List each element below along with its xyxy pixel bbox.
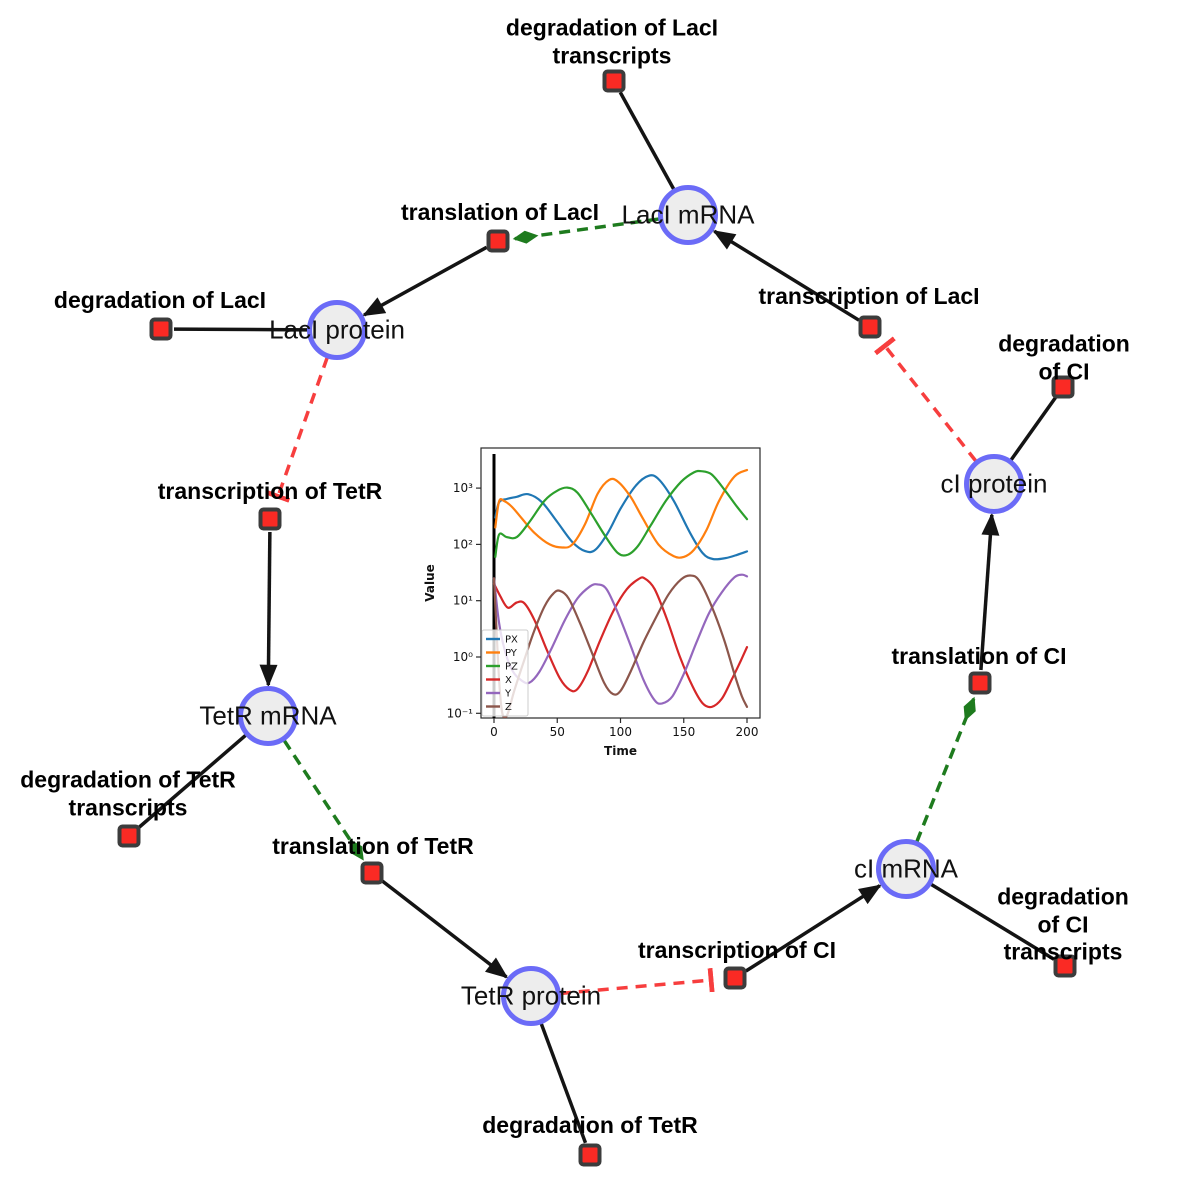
reaction-node-translation-of-laci[interactable] xyxy=(486,229,510,253)
reaction-node-translation-of-tetr[interactable] xyxy=(360,861,384,885)
x-tick-label: 0 xyxy=(490,725,498,739)
species-node-laci-mrna[interactable] xyxy=(658,185,718,245)
legend-label-pz: PZ xyxy=(505,662,518,673)
edge-modifier-sp_tetR_mRNA-rx_tl_tetR xyxy=(282,739,365,861)
edge-consumption-sp_lacI_prot-rx_deg_lacI xyxy=(173,327,309,332)
legend-label-px: PX xyxy=(505,635,518,646)
y-tick-label: 10⁻¹ xyxy=(447,706,474,720)
edge-production-rx_tl_lacI-sp_lacI_prot xyxy=(362,245,488,317)
y-axis-label: Value xyxy=(423,564,437,602)
edge-consumption-sp_tetR_mRNA-rx_deg_tetR_tx xyxy=(137,733,248,829)
edge-production-rx_tl_tetR-sp_tetR_prot xyxy=(381,879,509,979)
series-line-py xyxy=(494,468,749,559)
edge-production-rx_tc_lacI-sp_lacI_mRNA xyxy=(712,229,860,322)
reaction-node-degradation-of-tetr-transcripts[interactable] xyxy=(117,824,141,848)
time-series-chart-svg: 0 50 100 150 200 10⁻¹ 10⁰ 10¹ 10² 10³ Time Value PX P… xyxy=(423,447,761,758)
reaction-node-transcription-of-ci[interactable] xyxy=(723,966,747,990)
species-node-ci-protein[interactable] xyxy=(964,454,1024,514)
reaction-node-degradation-of-laci-transcripts[interactable] xyxy=(602,69,626,93)
legend-label-y: Y xyxy=(504,689,512,700)
reaction-node-degradation-of-laci[interactable] xyxy=(149,317,173,341)
edge-modifier-sp_lacI_mRNA-rx_tl_lacI xyxy=(512,217,660,244)
edge-modifier-sp_cI_mRNA-rx_tl_cI xyxy=(915,696,976,843)
edge-inhibition-sp_tetR_prot-rx_tc_cI xyxy=(559,967,715,996)
reaction-node-transcription-of-laci[interactable] xyxy=(858,315,882,339)
species-node-tetr-mrna[interactable] xyxy=(238,686,298,746)
edge-inhibition-sp_lacI_prot-rx_tc_tetR xyxy=(265,356,329,503)
series-line-pz xyxy=(494,469,749,558)
edge-consumption-sp_tetR_prot-rx_deg_tetR xyxy=(539,1022,588,1144)
edge-production-rx_tl_cI-sp_cI_prot xyxy=(979,512,1000,671)
series-line-x xyxy=(492,576,749,709)
reaction-node-degradation-of-ci-transcripts[interactable] xyxy=(1053,954,1077,978)
edge-production-rx_tc_tetR-sp_tetR_mRNA xyxy=(259,531,278,688)
y-tick-label: 10¹ xyxy=(453,594,473,608)
x-axis-label: Time xyxy=(604,744,637,758)
reaction-node-degradation-of-ci[interactable] xyxy=(1051,375,1075,399)
species-node-tetr-protein[interactable] xyxy=(501,966,561,1026)
y-tick-label: 10⁰ xyxy=(453,650,473,664)
edge-consumption-sp_lacI_mRNA-rx_deg_lacI_tx xyxy=(618,91,676,191)
edge-consumption-sp_cI_mRNA-rx_deg_cI_tx xyxy=(929,882,1055,961)
x-tick-label: 100 xyxy=(609,725,632,739)
series-line-px xyxy=(494,474,749,561)
species-node-laci-protein[interactable] xyxy=(307,300,367,360)
x-tick-label: 150 xyxy=(672,725,695,739)
reaction-node-translation-of-ci[interactable] xyxy=(968,671,992,695)
y-tick-label: 10³ xyxy=(453,481,473,495)
edge-inhibition-sp_cI_prot-rx_tc_lacI xyxy=(873,336,978,463)
reaction-node-degradation-of-tetr[interactable] xyxy=(578,1143,602,1167)
legend-label-x: X xyxy=(505,675,512,686)
y-tick-label: 10² xyxy=(453,537,473,551)
legend-label-py: PY xyxy=(505,648,518,659)
legend-label-z: Z xyxy=(505,702,512,713)
x-tick-label: 200 xyxy=(736,725,759,739)
time-series-chart: 0 50 100 150 200 10⁻¹ 10⁰ 10¹ 10² 10³ Time Value PX P… xyxy=(420,433,788,781)
edge-consumption-sp_cI_prot-rx_deg_cI xyxy=(1009,396,1057,462)
species-node-ci-mrna[interactable] xyxy=(876,839,936,899)
x-tick-label: 50 xyxy=(550,725,565,739)
reaction-node-transcription-of-tetr[interactable] xyxy=(258,507,282,531)
edge-production-rx_tc_cI-sp_cI_mRNA xyxy=(745,884,882,973)
